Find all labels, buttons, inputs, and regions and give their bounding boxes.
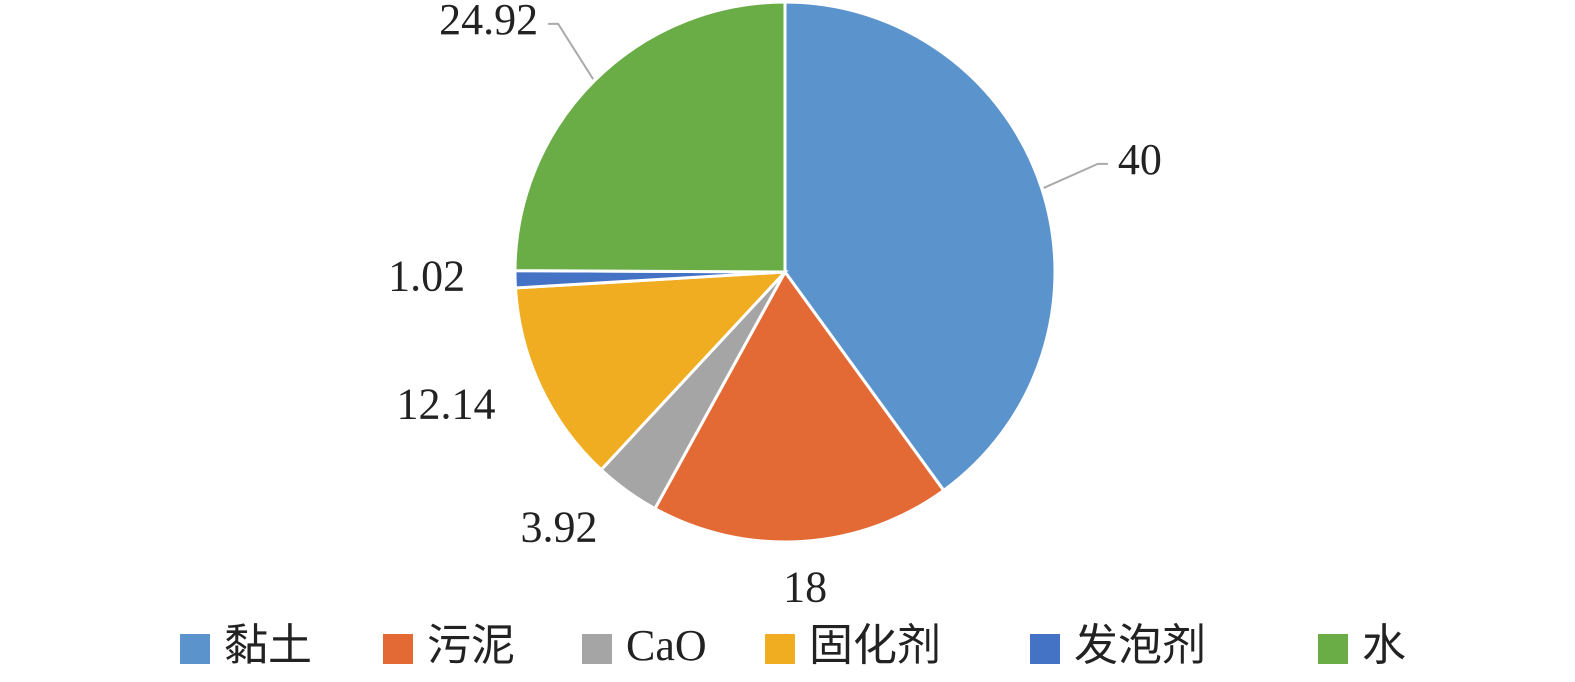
legend-label: 发泡剂 — [1074, 621, 1206, 670]
legend-swatch — [582, 634, 612, 664]
data-label: 18 — [783, 562, 827, 611]
leader-line — [548, 22, 594, 80]
legend-label: 固化剂 — [809, 621, 941, 670]
legend-swatch — [765, 634, 795, 664]
legend-label: 黏土 — [224, 621, 312, 670]
data-label: 40 — [1118, 135, 1162, 184]
legend-label: 水 — [1362, 621, 1406, 670]
data-label: 12.14 — [397, 380, 496, 429]
legend-label: 污泥 — [427, 621, 515, 670]
data-label: 3.92 — [521, 502, 598, 551]
legend-label: CaO — [626, 621, 707, 670]
legend-swatch — [383, 634, 413, 664]
legend-swatch — [1318, 634, 1348, 664]
pie-slice — [513, 0, 787, 274]
pie-slice — [783, 0, 1057, 493]
pie-slice — [513, 270, 789, 472]
legend-swatch — [1030, 634, 1060, 664]
data-label: 24.92 — [439, 0, 538, 44]
pie-slice — [652, 269, 946, 544]
legend-swatch — [180, 634, 210, 664]
leader-line — [1043, 162, 1108, 189]
data-label: 1.02 — [388, 252, 465, 301]
